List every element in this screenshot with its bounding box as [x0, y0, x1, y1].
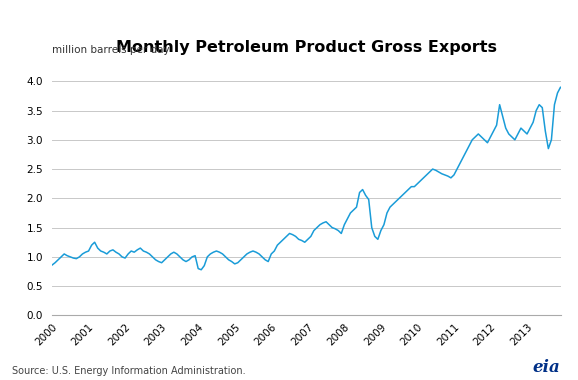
Title: Monthly Petroleum Product Gross Exports: Monthly Petroleum Product Gross Exports [116, 40, 497, 55]
Text: Source: U.S. Energy Information Administration.: Source: U.S. Energy Information Administ… [12, 366, 245, 376]
Text: million barrels per day: million barrels per day [52, 45, 170, 55]
Text: eia: eia [533, 359, 561, 376]
